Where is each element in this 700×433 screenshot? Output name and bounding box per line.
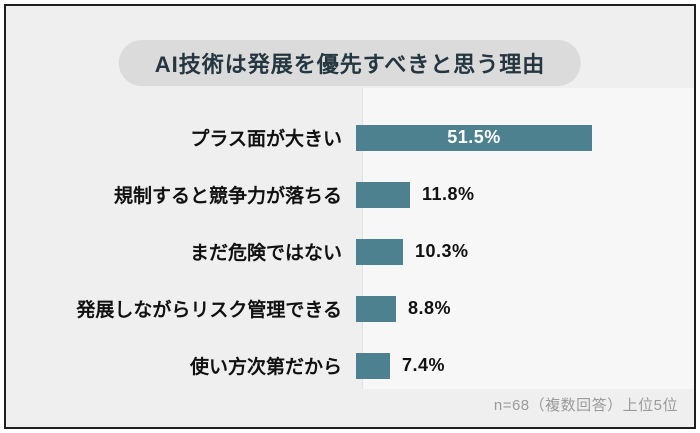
bar-track: 51.5% [356, 124, 694, 151]
bar-chart: プラス面が大きい 51.5% 規制すると競争力が落ちる 11.8% まだ危険では… [6, 109, 694, 394]
value-label: 11.8% [422, 184, 475, 204]
category-label: 使い方次第だから [189, 357, 342, 378]
bar-track: 7.4% [356, 352, 694, 379]
chart-title-pill: AI技術は発展を優先すべきと思う理由 [118, 40, 582, 86]
category-label: まだ危険ではない [189, 243, 342, 264]
value-label: 7.4% [402, 355, 446, 375]
value-label: 10.3% [415, 241, 469, 261]
category-label: 発展しながらリスク管理できる [76, 300, 342, 321]
bar-chart-row: まだ危険ではない 10.3% [6, 223, 694, 280]
chart-title: AI技術は発展を優先すべきと思う理由 [154, 52, 546, 77]
value-label: 8.8% [408, 298, 452, 318]
bar [356, 295, 396, 322]
bar-chart-row: 規制すると競争力が落ちる 11.8% [6, 166, 694, 223]
bar [356, 352, 390, 379]
bar-track: 11.8% [356, 181, 694, 208]
value-label: 51.5% [447, 127, 501, 147]
bar-track: 8.8% [356, 295, 694, 322]
category-label: プラス面が大きい [190, 129, 342, 150]
bar-chart-row: 発展しながらリスク管理できる 8.8% [6, 280, 694, 337]
sample-size-note: n=68（複数回答）上位5位 [493, 397, 678, 414]
bar-chart-row: プラス面が大きい 51.5% [6, 109, 694, 166]
bar [356, 238, 403, 265]
bar [356, 181, 410, 208]
category-label: 規制すると競争力が落ちる [113, 186, 342, 207]
bar: 51.5% [356, 124, 592, 151]
bar-chart-row: 使い方次第だから 7.4% [6, 337, 694, 394]
chart-card: AI技術は発展を優先すべきと思う理由 プラス面が大きい 51.5% 規制すると競… [4, 4, 696, 429]
bar-track: 10.3% [356, 238, 694, 265]
